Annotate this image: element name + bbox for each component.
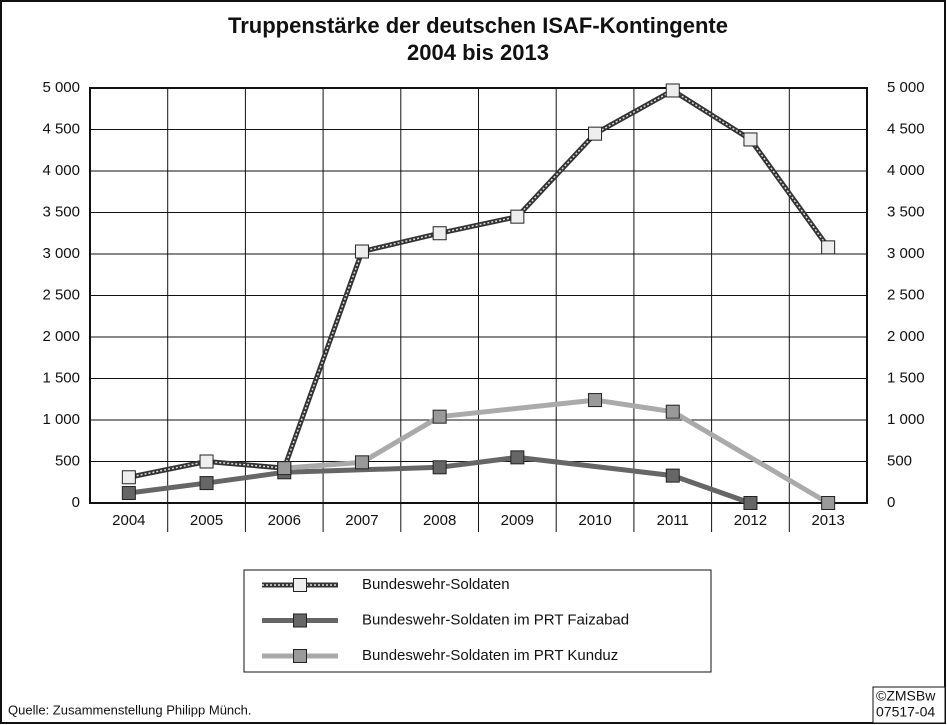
marker: [354, 244, 369, 259]
source: Quelle: Zusammenstellung Philipp Münch.: [8, 702, 252, 717]
marker: [121, 486, 136, 501]
marker: [510, 209, 525, 224]
y2-tick-label: 500: [887, 452, 912, 469]
y2-tick-label: 3 500: [887, 203, 925, 220]
marker: [588, 126, 603, 141]
marker: [821, 240, 836, 255]
y-tick-label: 2 000: [42, 328, 80, 345]
y2-tick-label: 5 000: [887, 79, 925, 96]
marker: [743, 496, 758, 510]
x-tick-label: 2012: [734, 512, 767, 529]
x-tick-label: 2010: [578, 512, 611, 529]
marker: [199, 476, 214, 491]
y2-tick-label: 2 500: [887, 286, 925, 303]
y2-tick-label: 1 500: [887, 369, 925, 386]
legend-marker: [293, 649, 307, 663]
x-tick-label: 2011: [657, 512, 689, 529]
legend-marker: [293, 613, 307, 628]
credit-box: [872, 686, 946, 724]
marker: [121, 470, 136, 485]
marker: [277, 461, 292, 476]
chart-title: Truppenstärke der deutschen ISAF-Konting…: [228, 13, 728, 38]
y-tick-label: 1 500: [42, 369, 80, 386]
marker: [510, 450, 525, 465]
marker: [199, 454, 214, 469]
marker: [743, 132, 758, 147]
marker: [354, 455, 369, 470]
y2-tick-label: 0: [887, 494, 895, 511]
y-tick-label: 2 500: [42, 286, 80, 303]
x-tick-label: 2009: [501, 512, 534, 529]
y-tick-label: 3 000: [42, 245, 80, 262]
marker: [665, 468, 680, 483]
y-tick-label: 4 500: [42, 120, 80, 137]
y-tick-label: 3 500: [42, 203, 80, 220]
y2-tick-label: 4 500: [887, 120, 925, 137]
marker: [432, 460, 447, 475]
x-tick-label: 2006: [268, 512, 301, 529]
x-tick-label: 2007: [345, 512, 378, 529]
chart-subtitle: 2004 bis 2013: [407, 40, 549, 65]
credit: 07517-04: [876, 704, 935, 720]
marker: [665, 404, 680, 419]
x-tick-label: 2005: [190, 512, 223, 529]
y-tick-label: 500: [55, 452, 80, 469]
y-tick-label: 5 000: [42, 79, 80, 96]
legend-label: Bundeswehr-Soldaten: [362, 576, 510, 593]
series-line: [284, 397, 830, 506]
series-line: [128, 87, 831, 480]
plot-border: [89, 87, 868, 504]
y-tick-label: 4 000: [42, 162, 80, 179]
marker: [432, 226, 447, 241]
x-tick-label: 2008: [423, 512, 456, 529]
marker: [665, 83, 680, 98]
legend-marker: [293, 578, 307, 592]
x-tick-label: 2004: [112, 512, 145, 529]
y2-tick-label: 1 000: [887, 411, 925, 428]
marker: [821, 496, 836, 510]
y2-tick-label: 2 000: [887, 328, 925, 345]
y-tick-label: 0: [72, 494, 80, 511]
marker: [432, 409, 447, 424]
legend-label: Bundeswehr-Soldaten im PRT Faizabad: [362, 611, 629, 628]
x-tick-label: 2013: [811, 512, 844, 529]
y2-tick-label: 4 000: [887, 162, 925, 179]
credit: ©ZMSBw: [876, 688, 936, 704]
y-tick-label: 1 000: [42, 411, 80, 428]
y2-tick-label: 3 000: [887, 245, 925, 262]
marker: [588, 393, 603, 408]
legend-label: Bundeswehr-Soldaten im PRT Kunduz: [362, 647, 618, 664]
